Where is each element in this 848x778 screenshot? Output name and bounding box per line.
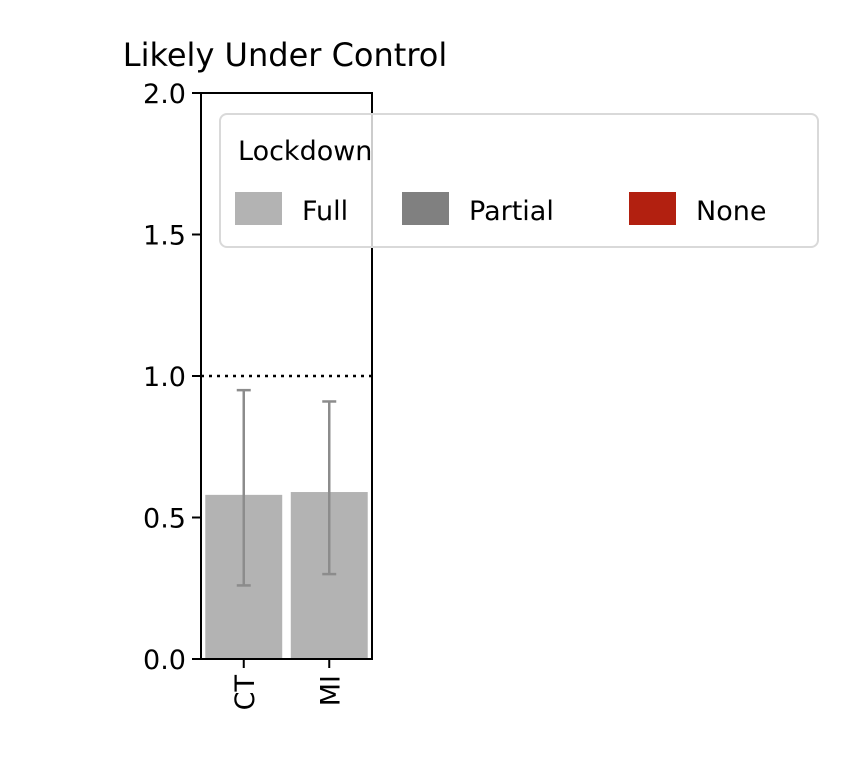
legend: Lockdown Full Partial None xyxy=(219,113,819,248)
legend-label-full: Full xyxy=(302,196,348,227)
y-tick-label: 1.0 xyxy=(143,362,186,393)
y-axis: 0.0 0.5 1.0 1.5 2.0 xyxy=(143,79,201,676)
legend-label-partial: Partial xyxy=(469,196,554,227)
x-tick-label-mi: MI xyxy=(315,675,346,706)
legend-swatch-none xyxy=(629,192,676,225)
y-tick-label: 2.0 xyxy=(143,79,186,110)
chart-title: Likely Under Control xyxy=(123,36,448,74)
y-tick-label: 1.5 xyxy=(143,221,186,252)
legend-title: Lockdown xyxy=(238,136,372,167)
legend-swatch-full xyxy=(235,192,282,225)
x-tick-label-ct: CT xyxy=(230,675,261,711)
legend-swatch-partial xyxy=(402,192,449,225)
bars-group xyxy=(205,492,368,659)
legend-label-none: None xyxy=(696,196,766,227)
x-axis: CT MI xyxy=(230,659,346,711)
y-tick-label: 0.5 xyxy=(143,504,186,535)
legend-entries: Full Partial None xyxy=(235,192,766,227)
y-tick-label: 0.0 xyxy=(143,645,186,676)
errorbars-group xyxy=(236,388,337,587)
legend-frame xyxy=(219,113,819,248)
